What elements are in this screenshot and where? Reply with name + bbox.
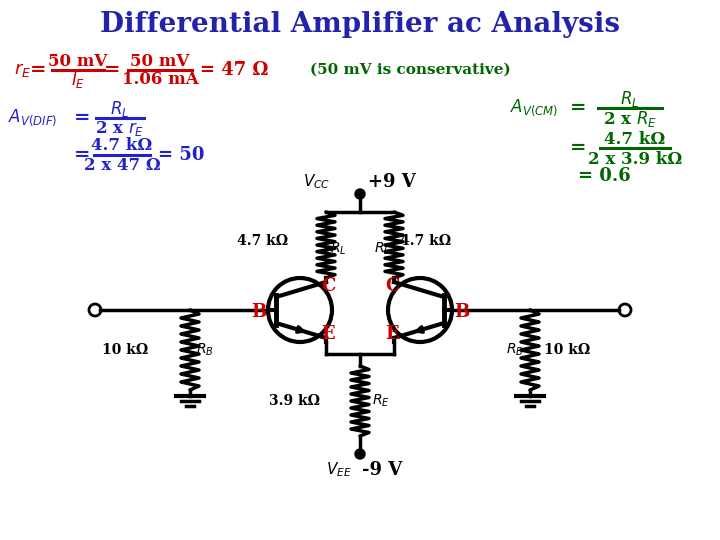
Text: $R_B$: $R_B$ — [196, 342, 214, 358]
Text: C: C — [321, 277, 336, 295]
Text: $R_L$: $R_L$ — [330, 241, 346, 257]
Text: 4.7 kΩ: 4.7 kΩ — [237, 234, 288, 248]
Text: = 0.6: = 0.6 — [578, 167, 631, 185]
Text: =: = — [73, 146, 90, 164]
Text: =: = — [73, 109, 90, 127]
Text: =: = — [570, 99, 586, 117]
Text: =: = — [570, 139, 586, 157]
Text: 2 x 47 Ω: 2 x 47 Ω — [84, 158, 161, 174]
Text: $R_L$: $R_L$ — [621, 89, 639, 109]
Text: +9 V: +9 V — [368, 173, 415, 191]
Text: $r_E$: $r_E$ — [14, 61, 32, 79]
Text: 4.7 kΩ: 4.7 kΩ — [604, 131, 665, 147]
Text: 2 x $r_E$: 2 x $r_E$ — [95, 119, 145, 138]
Circle shape — [355, 449, 365, 459]
Text: 2 x 3.9 kΩ: 2 x 3.9 kΩ — [588, 151, 682, 167]
Text: $R_L$: $R_L$ — [374, 241, 390, 257]
Text: $R_E$: $R_E$ — [372, 393, 390, 409]
Text: (50 mV is conservative): (50 mV is conservative) — [310, 63, 510, 77]
Text: 4.7 kΩ: 4.7 kΩ — [91, 138, 153, 154]
Text: E: E — [385, 325, 399, 343]
Text: = 47 Ω: = 47 Ω — [200, 61, 269, 79]
Text: C: C — [384, 277, 399, 295]
Text: 1.06 mA: 1.06 mA — [122, 71, 199, 89]
Text: $I_E$: $I_E$ — [71, 70, 85, 90]
Text: 50 mV: 50 mV — [48, 53, 107, 71]
Text: B: B — [251, 303, 266, 321]
Text: $A_{V(DIF)}$: $A_{V(DIF)}$ — [8, 107, 58, 129]
Text: 2 x $R_E$: 2 x $R_E$ — [603, 109, 657, 129]
Text: 50 mV: 50 mV — [130, 53, 189, 71]
Text: 4.7 kΩ: 4.7 kΩ — [400, 234, 451, 248]
Text: $V_{EE}$: $V_{EE}$ — [326, 461, 352, 480]
Text: =: = — [30, 61, 46, 79]
Text: Differential Amplifier ac Analysis: Differential Amplifier ac Analysis — [100, 11, 620, 38]
Text: $R_L$: $R_L$ — [110, 99, 130, 119]
Text: $V_{CC}$: $V_{CC}$ — [302, 173, 330, 191]
Text: B: B — [454, 303, 469, 321]
Text: 10 kΩ: 10 kΩ — [544, 343, 590, 357]
Text: 10 kΩ: 10 kΩ — [102, 343, 148, 357]
Text: E: E — [321, 325, 335, 343]
Text: -9 V: -9 V — [362, 461, 402, 479]
Circle shape — [355, 189, 365, 199]
Text: =: = — [104, 61, 120, 79]
Text: = 50: = 50 — [158, 146, 204, 164]
Text: 3.9 kΩ: 3.9 kΩ — [269, 394, 320, 408]
Text: $R_B$: $R_B$ — [506, 342, 524, 358]
Text: $A_{V(CM)}$: $A_{V(CM)}$ — [510, 98, 559, 118]
